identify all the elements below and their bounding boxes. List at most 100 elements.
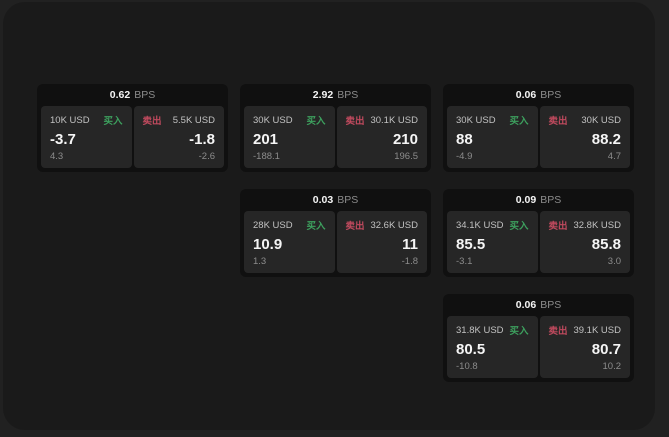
bps-header: 0.06 BPS <box>443 84 634 106</box>
buy-amount: 30K USD <box>456 114 496 126</box>
sell-price: 85.8 <box>591 235 621 253</box>
bps-value: 2.92 <box>312 89 334 101</box>
quote-card-body: 10K USD 买入 -3.7 4.3 卖出 5.5K USD -1.8 -2.… <box>37 106 228 172</box>
sell-badge: 卖出 <box>142 116 162 127</box>
bps-value: 0.62 <box>109 89 131 101</box>
buy-panel[interactable]: 31.8K USD 买入 80.5 -10.8 <box>447 316 538 378</box>
quote-card-body: 28K USD 买入 10.9 1.3 卖出 32.6K USD 11 -1.8 <box>240 211 431 277</box>
sell-delta: 196.5 <box>394 151 418 162</box>
buy-amount: 31.8K USD <box>456 324 504 336</box>
quote-card-body: 30K USD 买入 201 -188.1 卖出 30.1K USD 210 1… <box>240 106 431 172</box>
sell-badge: 卖出 <box>345 116 365 127</box>
buy-delta: -10.8 <box>456 361 478 372</box>
sell-panel[interactable]: 卖出 30.1K USD 210 196.5 <box>336 106 427 168</box>
bps-unit: BPS <box>540 89 562 101</box>
buy-amount: 10K USD <box>50 114 90 126</box>
quote-card-body: 34.1K USD 买入 85.5 -3.1 卖出 32.8K USD 85.8… <box>443 211 634 277</box>
sell-amount: 30K USD <box>581 114 621 126</box>
bps-unit: BPS <box>134 89 156 101</box>
sell-header-row: 卖出 32.8K USD <box>548 218 622 233</box>
quote-card-body: 31.8K USD 买入 80.5 -10.8 卖出 39.1K USD 80.… <box>443 316 634 382</box>
bps-value: 0.06 <box>515 89 537 101</box>
bps-header: 0.62 BPS <box>37 84 228 106</box>
bps-unit: BPS <box>337 194 359 206</box>
main-panel: 0.62 BPS 10K USD 买入 -3.7 4.3 卖出 5.5K USD… <box>3 2 655 430</box>
buy-badge: 买入 <box>509 221 529 232</box>
bps-header: 0.09 BPS <box>443 189 634 211</box>
sell-amount: 39.1K USD <box>573 324 621 336</box>
buy-panel[interactable]: 34.1K USD 买入 85.5 -3.1 <box>447 211 538 273</box>
buy-panel[interactable]: 28K USD 买入 10.9 1.3 <box>244 211 335 273</box>
sell-header-row: 卖出 30K USD <box>548 113 622 128</box>
sell-amount: 32.6K USD <box>370 219 418 231</box>
bps-value: 0.03 <box>312 194 334 206</box>
buy-price: 201 <box>253 130 279 148</box>
sell-badge: 卖出 <box>345 221 365 232</box>
quote-card: 0.09 BPS 34.1K USD 买入 85.5 -3.1 卖出 32.8K… <box>443 189 634 277</box>
sell-price: -1.8 <box>189 130 215 148</box>
bps-header: 0.03 BPS <box>240 189 431 211</box>
buy-delta: -4.9 <box>456 151 473 162</box>
sell-panel[interactable]: 卖出 39.1K USD 80.7 10.2 <box>539 316 630 378</box>
sell-header-row: 卖出 32.6K USD <box>345 218 419 233</box>
buy-amount: 34.1K USD <box>456 219 504 231</box>
buy-panel[interactable]: 10K USD 买入 -3.7 4.3 <box>41 106 132 168</box>
buy-price: 88 <box>456 130 473 148</box>
buy-badge: 买入 <box>509 116 529 127</box>
quote-grid: 0.62 BPS 10K USD 买入 -3.7 4.3 卖出 5.5K USD… <box>37 84 634 382</box>
buy-badge: 买入 <box>306 116 326 127</box>
bps-header: 2.92 BPS <box>240 84 431 106</box>
buy-delta: 4.3 <box>50 151 64 162</box>
quote-card-body: 30K USD 买入 88 -4.9 卖出 30K USD 88.2 4.7 <box>443 106 634 172</box>
buy-price: 85.5 <box>456 235 486 253</box>
sell-header-row: 卖出 39.1K USD <box>548 323 622 338</box>
sell-badge: 卖出 <box>548 221 568 232</box>
buy-delta: 1.3 <box>253 256 267 267</box>
sell-amount: 5.5K USD <box>172 114 215 126</box>
sell-panel[interactable]: 卖出 32.6K USD 11 -1.8 <box>336 211 427 273</box>
buy-price: 80.5 <box>456 340 486 358</box>
buy-amount: 28K USD <box>253 219 293 231</box>
buy-panel[interactable]: 30K USD 买入 201 -188.1 <box>244 106 335 168</box>
bps-header: 0.06 BPS <box>443 294 634 316</box>
sell-panel[interactable]: 卖出 30K USD 88.2 4.7 <box>539 106 630 168</box>
bps-unit: BPS <box>540 299 562 311</box>
sell-price: 88.2 <box>591 130 621 148</box>
quote-card: 0.62 BPS 10K USD 买入 -3.7 4.3 卖出 5.5K USD… <box>37 84 228 172</box>
buy-header-row: 30K USD 买入 <box>253 113 326 128</box>
buy-badge: 买入 <box>306 221 326 232</box>
sell-price: 210 <box>392 130 418 148</box>
sell-header-row: 卖出 5.5K USD <box>142 113 216 128</box>
quote-card: 0.06 BPS 30K USD 买入 88 -4.9 卖出 30K USD 8… <box>443 84 634 172</box>
buy-panel[interactable]: 30K USD 买入 88 -4.9 <box>447 106 538 168</box>
buy-header-row: 31.8K USD 买入 <box>456 323 529 338</box>
sell-badge: 卖出 <box>548 326 568 337</box>
quote-card: 2.92 BPS 30K USD 买入 201 -188.1 卖出 30.1K … <box>240 84 431 172</box>
sell-price: 11 <box>402 235 418 253</box>
sell-delta: -2.6 <box>198 151 215 162</box>
sell-price: 80.7 <box>591 340 621 358</box>
sell-panel[interactable]: 卖出 32.8K USD 85.8 3.0 <box>539 211 630 273</box>
quote-card: 0.03 BPS 28K USD 买入 10.9 1.3 卖出 32.6K US… <box>240 189 431 277</box>
sell-delta: -1.8 <box>401 256 418 267</box>
sell-amount: 32.8K USD <box>573 219 621 231</box>
buy-amount: 30K USD <box>253 114 293 126</box>
sell-delta: 4.7 <box>607 151 621 162</box>
bps-value: 0.06 <box>515 299 537 311</box>
quote-card: 0.06 BPS 31.8K USD 买入 80.5 -10.8 卖出 39.1… <box>443 294 634 382</box>
buy-header-row: 30K USD 买入 <box>456 113 529 128</box>
buy-delta: -188.1 <box>253 151 280 162</box>
sell-amount: 30.1K USD <box>370 114 418 126</box>
buy-delta: -3.1 <box>456 256 473 267</box>
sell-header-row: 卖出 30.1K USD <box>345 113 419 128</box>
sell-badge: 卖出 <box>548 116 568 127</box>
buy-header-row: 28K USD 买入 <box>253 218 326 233</box>
buy-header-row: 10K USD 买入 <box>50 113 123 128</box>
sell-panel[interactable]: 卖出 5.5K USD -1.8 -2.6 <box>133 106 224 168</box>
buy-badge: 买入 <box>509 326 529 337</box>
bps-unit: BPS <box>540 194 562 206</box>
buy-price: 10.9 <box>253 235 283 253</box>
buy-badge: 买入 <box>103 116 123 127</box>
sell-delta: 10.2 <box>602 361 622 372</box>
buy-header-row: 34.1K USD 买入 <box>456 218 529 233</box>
